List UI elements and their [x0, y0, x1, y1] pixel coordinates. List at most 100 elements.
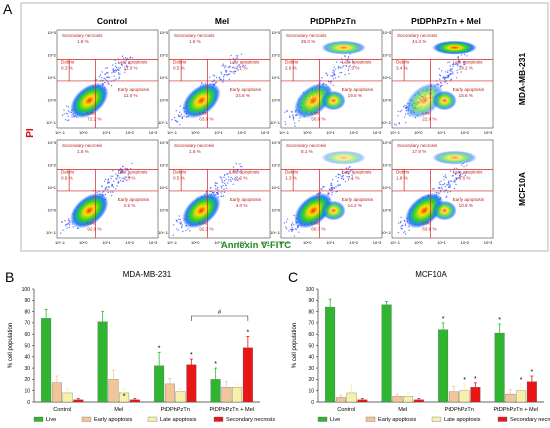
- event-dot: [398, 122, 401, 125]
- y-tick-label: 10^0: [382, 98, 391, 103]
- event-dot: [452, 181, 454, 183]
- event-dot: [319, 191, 322, 194]
- event-dot: [119, 171, 122, 173]
- quadrant-label: Live: [311, 220, 320, 225]
- event-dot: [439, 183, 441, 186]
- event-dot: [220, 192, 222, 194]
- event-dot: [333, 66, 335, 68]
- event-dot: [337, 185, 339, 187]
- event-dot: [446, 75, 448, 77]
- event-dot: [95, 79, 98, 81]
- event-dot: [335, 175, 337, 177]
- event-dot: [112, 64, 114, 66]
- event-dot: [331, 184, 333, 187]
- quadrant-value: 14.2 %: [459, 65, 473, 70]
- quadrant-value: 10.9 %: [459, 203, 473, 208]
- event-dot: [65, 225, 67, 227]
- event-dot: [447, 184, 449, 186]
- density-blob: [321, 150, 366, 165]
- density-blob: [70, 192, 109, 229]
- event-dot: [127, 173, 129, 176]
- quadrant-value: 0.6 %: [61, 175, 73, 180]
- event-dot: [451, 71, 454, 73]
- event-dot: [103, 77, 106, 80]
- event-dot: [447, 70, 449, 72]
- quadrant-label: Debris: [61, 59, 75, 64]
- quadrant-label: Live: [199, 220, 208, 225]
- event-dot: [107, 178, 110, 180]
- event-dot: [441, 70, 443, 72]
- event-dot: [238, 64, 241, 66]
- event-dot: [340, 61, 342, 63]
- event-dot: [187, 228, 189, 230]
- event-dot: [393, 123, 396, 125]
- event-dot: [402, 224, 404, 227]
- y-tick-label: 100: [22, 287, 31, 293]
- significance-star: *: [246, 329, 249, 336]
- x-tick-label: 10^1: [102, 130, 111, 135]
- legend-label: Secondary necrosis: [226, 417, 275, 423]
- y-tick-label: 20: [24, 377, 30, 383]
- y-tick-label: 10^0: [382, 208, 391, 213]
- event-dot: [438, 192, 440, 194]
- y-tick-label: 10^-1: [46, 230, 57, 235]
- quadrant-value: 3.4 %: [396, 65, 408, 70]
- event-dot: [125, 65, 128, 67]
- event-dot: [400, 227, 402, 230]
- flow-x-label: Annexin V-FITC: [221, 240, 291, 251]
- y-axis-label: % cell population: [292, 323, 298, 368]
- event-dot: [445, 77, 448, 79]
- x-tick-label: 10^2: [125, 240, 134, 245]
- event-dot: [67, 119, 69, 122]
- event-dot: [101, 71, 103, 73]
- y-tick-label: 10^-1: [158, 230, 169, 235]
- quadrant-label: Early apoptosis: [118, 87, 150, 92]
- event-dot: [441, 188, 444, 190]
- y-tick-label: 90: [308, 298, 314, 304]
- y-tick-label: 40: [24, 355, 30, 361]
- event-dot: [289, 116, 291, 119]
- event-dot: [222, 76, 225, 78]
- quadrant-label: Late apoptosis: [453, 59, 484, 64]
- event-dot: [454, 63, 457, 66]
- event-dot: [69, 221, 71, 223]
- event-dot: [244, 64, 246, 67]
- event-dot: [114, 71, 116, 73]
- event-dot: [71, 116, 73, 118]
- x-tick-label: 10^2: [460, 240, 469, 245]
- x-tick-label: 10^0: [414, 130, 423, 135]
- event-dot: [69, 111, 71, 113]
- event-dot: [172, 234, 175, 236]
- event-dot: [458, 61, 461, 63]
- event-dot: [124, 57, 127, 59]
- event-dot: [398, 222, 400, 224]
- event-dot: [121, 177, 123, 179]
- event-dot: [443, 183, 445, 186]
- bar: [62, 392, 73, 403]
- event-dot: [445, 196, 447, 199]
- x-tick-label: 10^3: [149, 240, 158, 245]
- event-dot: [298, 231, 300, 233]
- quadrant-label: Secondary necrosis: [62, 33, 103, 38]
- event-dot: [438, 68, 441, 70]
- bar: [494, 332, 505, 403]
- quadrant-label: Live: [87, 220, 96, 225]
- bar: [526, 381, 537, 403]
- bar: [51, 382, 62, 403]
- x-tick-label: 10^-1: [390, 240, 401, 245]
- event-dot: [346, 176, 348, 178]
- event-dot: [437, 192, 439, 194]
- event-dot: [295, 228, 297, 231]
- x-tick-label: Mel: [114, 407, 123, 413]
- x-tick-label: 10^1: [437, 240, 446, 245]
- event-dot: [176, 120, 178, 123]
- event-dot: [237, 64, 239, 67]
- event-dot: [404, 113, 407, 115]
- event-dot: [240, 53, 243, 55]
- event-dot: [179, 222, 181, 224]
- event-dot: [220, 78, 222, 81]
- event-dot: [222, 81, 224, 84]
- quadrant-label: Late apoptosis: [230, 169, 261, 174]
- event-dot: [119, 67, 122, 69]
- bar: [346, 392, 357, 403]
